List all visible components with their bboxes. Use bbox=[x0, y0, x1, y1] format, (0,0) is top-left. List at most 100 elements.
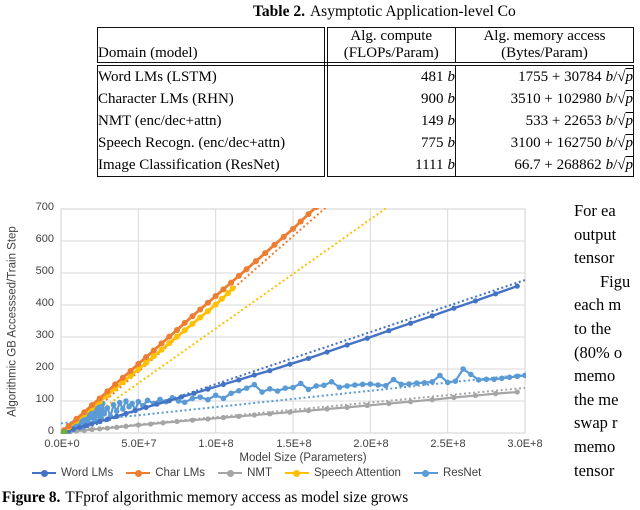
figure-caption-text: TFprof algorithmic memory access as mode… bbox=[65, 489, 409, 506]
unit-b: b bbox=[447, 135, 456, 151]
plot-area bbox=[60, 208, 526, 434]
figure-caption-number: Figure 8. bbox=[2, 489, 61, 506]
radical: /√ bbox=[613, 157, 626, 173]
sqrt-p: p bbox=[625, 69, 634, 85]
x-tick: 1.5E+8 bbox=[276, 438, 312, 450]
mem-expr: 1755 + 30784 bbox=[518, 69, 602, 85]
table-title-number: Table 2. bbox=[253, 3, 305, 20]
radical: /√ bbox=[613, 113, 626, 129]
header-memory-line1: Alg. memory access bbox=[483, 28, 606, 44]
x-tick: 3.0E+8 bbox=[507, 438, 543, 450]
gridlines bbox=[60, 208, 526, 434]
cell-memory: 66.7 + 268862 b/√p bbox=[456, 154, 634, 177]
text-line: swap r bbox=[574, 413, 618, 433]
x-axis-title: Model Size (Parameters) bbox=[239, 452, 367, 464]
cell-memory: 3510 + 102980 b/√p bbox=[456, 88, 634, 110]
radical: /√ bbox=[613, 91, 626, 107]
text-line: For ea bbox=[574, 201, 616, 220]
table-title: Table 2. Asymptotic Application-level Co bbox=[253, 3, 516, 21]
table-header-row: Domain (model) Alg. compute (FLOPs/Param… bbox=[97, 27, 634, 66]
header-memory: Alg. memory access (Bytes/Param) bbox=[455, 27, 634, 66]
chart-legend: Word LMs Char LMs NMT Speech Attention R… bbox=[32, 467, 481, 479]
legend-label: Speech Attention bbox=[313, 467, 401, 479]
cell-domain: Character LMs (RHN) bbox=[97, 88, 328, 110]
header-memory-line2: (Bytes/Param) bbox=[501, 45, 588, 61]
mem-expr: 3510 + 102980 bbox=[510, 91, 602, 107]
y-tick: 700 bbox=[35, 201, 54, 213]
x-tick: 0.0E+0 bbox=[44, 438, 80, 450]
mem-expr: 533 + 22653 bbox=[525, 113, 602, 129]
x-tick: 5.0E+7 bbox=[121, 438, 157, 450]
x-tick: 1.0E+8 bbox=[198, 438, 234, 450]
table-row: Image Classification (ResNet) 1111 b 66.7… bbox=[97, 154, 634, 177]
legend-label: Char LMs bbox=[155, 467, 206, 479]
legend-item: Speech Attention bbox=[284, 467, 401, 479]
unit-b: b bbox=[447, 91, 456, 107]
legend-marker-icon bbox=[32, 469, 56, 477]
unit-b: b bbox=[447, 157, 456, 173]
series-group bbox=[60, 208, 526, 434]
unit-b: b bbox=[447, 69, 456, 85]
header-domain: Domain (model) bbox=[97, 27, 328, 66]
text-line: memo bbox=[574, 366, 616, 386]
cell-domain: NMT (enc/dec+attn) bbox=[97, 110, 328, 132]
radical: /√ bbox=[613, 135, 626, 151]
mem-expr: 3100 + 162750 bbox=[510, 135, 602, 151]
cell-compute: 900 b bbox=[325, 88, 456, 110]
table-title-text: Asymptotic Application-level Co bbox=[309, 3, 516, 20]
right-text-column: For ea output tensor Figu each m to the … bbox=[574, 199, 640, 482]
trendline-Speech Attention bbox=[64, 208, 389, 434]
y-tick: 300 bbox=[35, 329, 54, 341]
legend-label: NMT bbox=[247, 467, 272, 479]
trendline-Word LMs bbox=[64, 279, 526, 434]
cell-compute: 149 b bbox=[325, 110, 456, 132]
x-tick: 2.0E+8 bbox=[353, 438, 389, 450]
legend-marker-icon bbox=[284, 469, 309, 477]
sqrt-p: p bbox=[625, 157, 634, 173]
cell-memory: 1755 + 30784 b/√p bbox=[456, 64, 634, 88]
extra-point bbox=[60, 428, 68, 434]
table-row: Word LMs (LSTM) 481 b 1755 + 30784 b/√p bbox=[97, 64, 634, 88]
header-compute-line1: Alg. compute bbox=[350, 28, 433, 44]
y-tick: 0 bbox=[47, 425, 54, 437]
legend-marker-icon bbox=[413, 469, 438, 477]
cell-memory: 3100 + 162750 b/√p bbox=[456, 132, 634, 154]
table-row: Speech Recogn. (enc/dec+attn) 775 b 3100 … bbox=[97, 132, 634, 154]
x-tick: 2.5E+8 bbox=[430, 438, 466, 450]
sqrt-p: p bbox=[625, 135, 634, 151]
compute-value: 1111 bbox=[415, 157, 444, 173]
compute-value: 149 bbox=[421, 113, 444, 129]
figure-caption: Figure 8. TFprof algorithmic memory acces… bbox=[2, 489, 408, 507]
legend-item: ResNet bbox=[413, 467, 482, 479]
compute-value: 481 bbox=[421, 69, 444, 85]
text-line: (80% o bbox=[574, 342, 623, 362]
unit-b: b bbox=[605, 91, 614, 107]
table-body: Word LMs (LSTM) 481 b 1755 + 30784 b/√p Ch… bbox=[97, 64, 634, 177]
text-line: memo bbox=[574, 436, 616, 456]
unit-b: b bbox=[447, 113, 456, 129]
compute-value: 775 bbox=[421, 135, 444, 151]
text-line: tensor bbox=[574, 460, 615, 480]
text-line: tensor bbox=[574, 248, 615, 268]
table-2: Domain (model) Alg. compute (FLOPs/Param… bbox=[97, 27, 634, 177]
unit-b: b bbox=[605, 69, 614, 85]
legend-item: Word LMs bbox=[32, 467, 113, 479]
cell-domain: Speech Recogn. (enc/dec+attn) bbox=[97, 132, 328, 154]
y-tick: 400 bbox=[35, 297, 54, 309]
y-axis-title: Algorithmic GB Accesssed/Train Step bbox=[6, 226, 19, 417]
text-line: the me bbox=[574, 389, 619, 409]
mem-expr: 66.7 + 268862 bbox=[514, 157, 602, 173]
text-line: output bbox=[574, 224, 617, 244]
legend-item: Char LMs bbox=[126, 467, 205, 479]
text-line: to the bbox=[574, 318, 612, 338]
header-compute-line2: (FLOPs/Param) bbox=[343, 45, 439, 61]
y-tick: 200 bbox=[35, 361, 54, 373]
header-compute: Alg. compute (FLOPs/Param) bbox=[325, 27, 456, 66]
legend-label: ResNet bbox=[442, 467, 482, 479]
table-header: Domain (model) Alg. compute (FLOPs/Param… bbox=[97, 27, 634, 66]
trendline-NMT bbox=[60, 386, 526, 433]
legend-marker-icon bbox=[218, 469, 243, 477]
table-row: NMT (enc/dec+attn) 149 b 533 + 22653 b/√p bbox=[97, 110, 634, 132]
y-tick: 600 bbox=[35, 233, 54, 245]
